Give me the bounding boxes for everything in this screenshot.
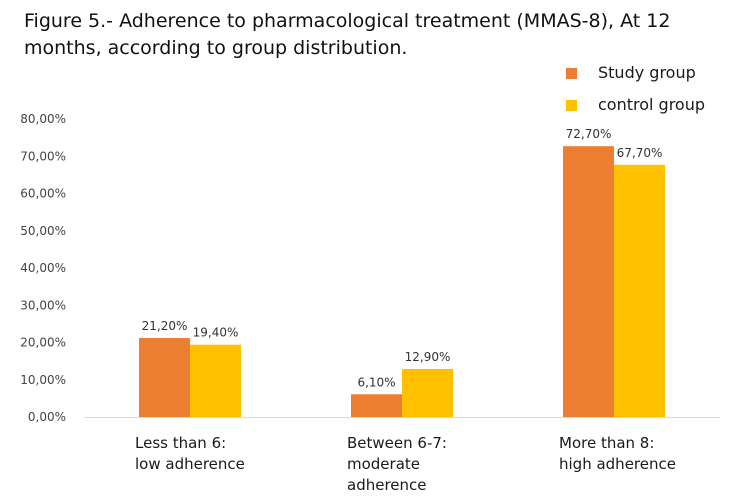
bar-control-group <box>402 368 453 417</box>
bar-study-group <box>351 394 402 417</box>
y-tick-label: 10,00% <box>20 373 66 387</box>
x-category-label: Between 6-7: moderate adherence <box>347 434 447 494</box>
y-tick-label: 30,00% <box>20 298 66 312</box>
x-axis: Less than 6: low adherence Between 6-7: mod… <box>84 417 720 494</box>
y-tick-label: 80,00% <box>20 112 66 126</box>
data-label: 67,70% <box>617 146 663 160</box>
y-tick-label: 70,00% <box>20 149 66 163</box>
y-tick-label: 0,00% <box>28 410 66 424</box>
bar-study-group <box>139 338 190 417</box>
bars <box>139 146 665 417</box>
data-label: 19,40% <box>193 326 239 340</box>
legend-swatch-study-group <box>566 68 577 79</box>
y-tick-label: 20,00% <box>20 336 66 350</box>
x-category-label: More than 8: high adherence <box>559 434 676 473</box>
x-category-label: Less than 6: low adherence <box>135 434 245 473</box>
bar-study-group <box>563 146 614 417</box>
legend-label-study-group: Study group <box>598 63 696 82</box>
chart-title: Figure 5.- Adherence to pharmacological … <box>24 10 671 59</box>
y-tick-label: 40,00% <box>20 261 66 275</box>
y-tick-label: 60,00% <box>20 187 66 201</box>
data-labels: 21,20% 19,40% 6,10% 12,90% 72,70% 67,70% <box>142 127 663 389</box>
data-label: 12,90% <box>405 350 451 364</box>
data-label: 72,70% <box>566 127 612 141</box>
y-axis: 0,00% 10,00% 20,00% 30,00% 40,00% 50,00% 60,00… <box>20 112 66 424</box>
data-label: 21,20% <box>142 319 188 333</box>
bar-control-group <box>614 164 665 417</box>
legend-swatch-control-group <box>566 100 577 111</box>
bar-control-group <box>190 344 241 417</box>
data-label: 6,10% <box>357 375 395 389</box>
y-tick-label: 50,00% <box>20 224 66 238</box>
legend-label-control-group: control group <box>598 95 706 114</box>
